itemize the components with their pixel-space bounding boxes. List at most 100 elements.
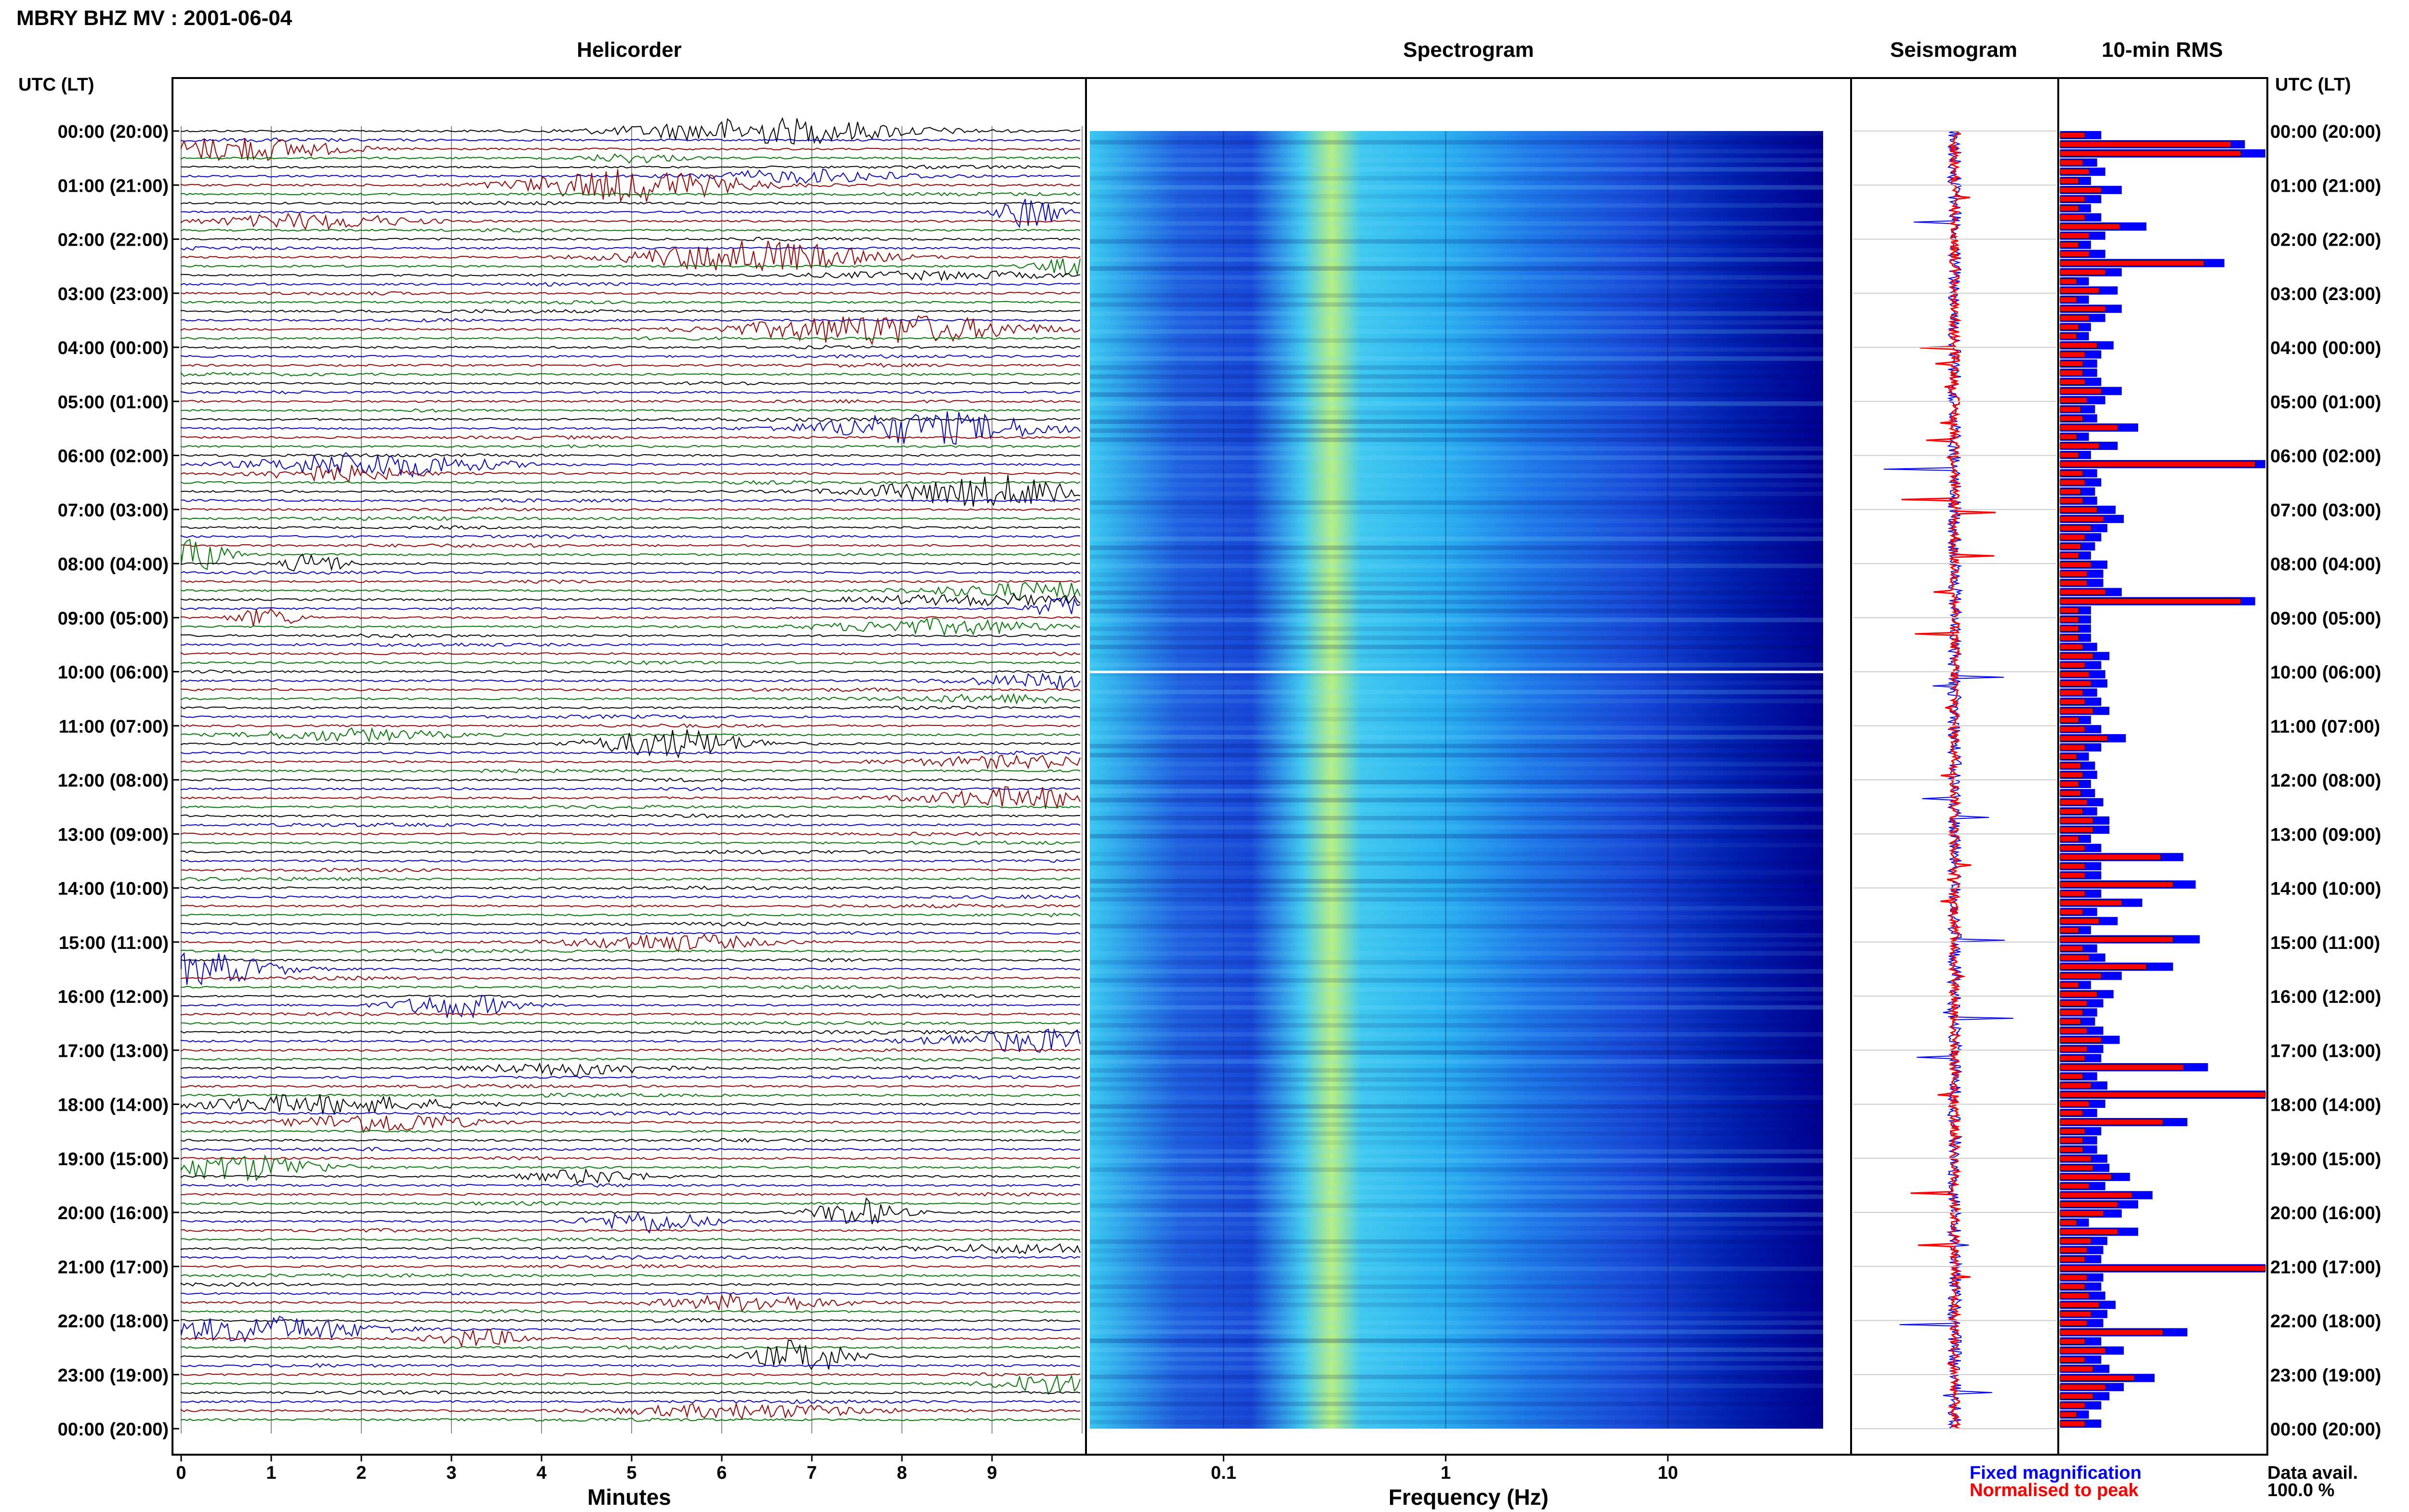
rms-bar-normalised	[2060, 525, 2091, 531]
spectrogram-row	[1090, 455, 1823, 460]
helicorder-trace	[181, 237, 1081, 242]
helicorder-trace	[181, 240, 1081, 272]
helicorder-trace	[181, 1021, 1081, 1026]
helicorder-trace	[181, 200, 1081, 206]
spectrogram-row	[1090, 248, 1823, 253]
time-label-left: 17:00 (13:00)	[58, 1041, 169, 1061]
spectrogram-row	[1090, 1104, 1823, 1109]
rms-bar-normalised	[2060, 726, 2085, 732]
time-label-right: 05:00 (01:00)	[2270, 392, 2381, 412]
rms-bar-normalised	[2060, 233, 2090, 239]
seismogram-traces	[1853, 130, 2056, 1430]
helicorder-trace	[181, 498, 1081, 503]
helicorder-trace	[181, 417, 1081, 422]
spectrogram-row	[1090, 1410, 1823, 1415]
rms-bar-normalised	[2060, 982, 2079, 988]
rms-bar-normalised	[2060, 1420, 2085, 1427]
rms-bar-normalised	[2060, 169, 2090, 175]
helicorder-trace	[181, 1094, 1081, 1116]
spectrogram-row	[1090, 1131, 1823, 1136]
minute-tick-label: 2	[356, 1463, 366, 1483]
rms-bar-normalised	[2060, 909, 2083, 915]
time-label-right: 16:00 (12:00)	[2270, 987, 2381, 1007]
time-label-left: 15:00 (11:00)	[59, 933, 169, 953]
spectrogram-row	[1090, 879, 1823, 884]
spectrogram-row	[1090, 275, 1823, 280]
helicorder-trace	[181, 1243, 1081, 1255]
helicorder-trace	[181, 670, 1081, 674]
helicorder-trace	[181, 1340, 1081, 1370]
spectrogram-row	[1090, 473, 1823, 478]
rms-bar-normalised	[2060, 717, 2079, 723]
spectrogram-row	[1090, 347, 1823, 352]
helicorder-trace	[181, 570, 1081, 575]
rms-bars	[2060, 131, 2266, 1428]
time-label-right: 20:00 (16:00)	[2270, 1203, 2381, 1223]
spectrogram-row	[1090, 1320, 1823, 1325]
spectrogram-row	[1090, 654, 1823, 658]
helicorder-trace	[181, 608, 1081, 627]
spectrogram-row	[1090, 365, 1823, 370]
spectrogram-row	[1090, 419, 1823, 424]
helicorder-trace	[181, 1264, 1081, 1269]
spectrogram-row	[1090, 1420, 1823, 1424]
spectrogram-row	[1090, 915, 1823, 920]
rms-bar-normalised	[2060, 1384, 2106, 1390]
spectrogram-row	[1090, 356, 1823, 361]
helicorder-trace	[181, 1255, 1081, 1260]
helicorder-trace	[181, 948, 1081, 954]
spectrogram-row	[1090, 1275, 1823, 1280]
frequency-tick-label: 0.1	[1211, 1463, 1236, 1483]
helicorder-trace	[181, 270, 1081, 282]
spectrogram-row	[1090, 1230, 1823, 1235]
rms-bar-normalised	[2060, 1073, 2083, 1079]
rms-bar-normalised	[2060, 598, 2241, 605]
helicorder-trace	[181, 1129, 1081, 1134]
minute-tick-label: 6	[716, 1463, 727, 1483]
rms-bar-normalised	[2060, 214, 2085, 221]
rms-bar-normalised	[2060, 1302, 2100, 1308]
helicorder-trace	[181, 291, 1081, 296]
rms-bar-normalised	[2060, 251, 2090, 257]
helicorder-trace	[181, 593, 1081, 607]
spectrogram-row	[1090, 320, 1823, 325]
time-label-left: 04:00 (00:00)	[58, 338, 169, 358]
rms-bar-normalised	[2060, 698, 2085, 705]
rms-bar-normalised	[2060, 1402, 2085, 1408]
helicorder-trace	[181, 660, 1081, 665]
time-label-left: 14:00 (10:00)	[58, 879, 169, 899]
rms-bar-normalised	[2060, 1055, 2085, 1061]
helicorder-trace	[181, 618, 1080, 637]
helicorder-trace	[181, 768, 1081, 774]
helicorder-trace	[181, 315, 1081, 346]
spectrogram-row	[1090, 1050, 1823, 1055]
utc-label-left: UTC (LT)	[18, 75, 94, 95]
spectrogram-row	[1090, 572, 1823, 578]
rms-bar-normalised	[2060, 324, 2079, 330]
helicorder-trace	[181, 952, 1081, 986]
spectrogram-row	[1090, 608, 1823, 613]
spectrogram-row	[1090, 518, 1823, 523]
helicorder-trace	[181, 138, 1081, 161]
figure-title: MBRY BHZ MV : 2001-06-04	[16, 6, 292, 30]
spectrogram-row	[1090, 410, 1823, 415]
time-label-right: 13:00 (09:00)	[2270, 825, 2381, 845]
spectrogram-row	[1090, 852, 1823, 857]
time-label-left: 06:00 (02:00)	[58, 447, 169, 467]
spectrogram-row	[1090, 780, 1823, 785]
helicorder-trace	[181, 1062, 1081, 1077]
helicorder-trace	[181, 1048, 1081, 1052]
rms-bar-normalised	[2060, 927, 2079, 933]
time-label-left: 01:00 (21:00)	[58, 176, 169, 196]
spectrogram-stripes	[1090, 131, 1823, 1429]
helicorder-trace	[181, 985, 1081, 989]
time-label-right: 08:00 (04:00)	[2270, 554, 2381, 575]
rms-bar-normalised	[2060, 1229, 2118, 1235]
time-label-right: 14:00 (10:00)	[2270, 879, 2381, 899]
spectrogram-row	[1090, 428, 1823, 433]
rms-bar-normalised	[2060, 1183, 2090, 1189]
rms-bar-normalised	[2060, 424, 2118, 431]
spectrogram-row	[1090, 698, 1823, 703]
rms-bar-normalised	[2060, 434, 2077, 440]
spectrogram-row	[1090, 266, 1823, 271]
